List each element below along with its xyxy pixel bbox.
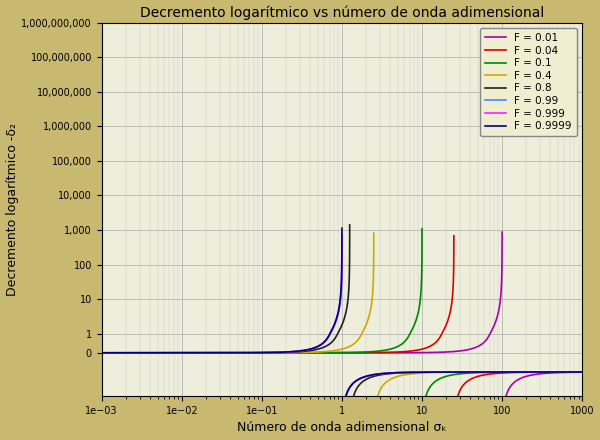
F = 0.8 [98, 350, 105, 356]
F = 0.9999 [98, 350, 105, 356]
F = 0.9999 [99, 350, 106, 356]
F = 0.8 [227, 350, 235, 356]
F = 0.999 [98, 350, 105, 356]
Legend: F = 0.01, F = 0.04, F = 0.1, F = 0.4, F = 0.8, F = 0.99, F = 0.999, F = 0.9999: F = 0.01, F = 0.04, F = 0.1, F = 0.4, F … [480, 28, 577, 136]
F = 0.8 [309, 348, 316, 353]
F = 0.99 [263, 350, 271, 355]
X-axis label: Número de onda adimensional σₖ: Número de onda adimensional σₖ [237, 422, 447, 434]
F = 0.04 [401, 349, 409, 354]
Y-axis label: Decremento logarítmico -δ₂: Decremento logarítmico -δ₂ [5, 123, 19, 296]
F = 0.999 [338, 231, 346, 237]
F = 0.999 [145, 350, 152, 356]
F = 0.04 [133, 350, 140, 356]
F = 0.999 [260, 350, 268, 355]
F = 0.04 [450, 233, 457, 238]
F = 0.1 [204, 350, 211, 356]
Line: F = 0.04: F = 0.04 [101, 236, 454, 353]
Line: F = 0.8: F = 0.8 [101, 225, 350, 353]
F = 0.01 [326, 350, 334, 356]
F = 0.01 [188, 350, 196, 356]
F = 0.1 [116, 350, 123, 356]
F = 0.8 [346, 260, 353, 266]
F = 0.4 [98, 350, 105, 356]
F = 0.01 [273, 350, 280, 356]
F = 0.9999 [215, 350, 223, 356]
F = 0.04 [387, 350, 394, 355]
F = 0.1 [187, 350, 194, 356]
F = 0.9999 [112, 350, 119, 356]
F = 0.1 [128, 350, 136, 356]
Line: F = 0.99: F = 0.99 [101, 235, 342, 353]
F = 0.04 [292, 350, 299, 356]
F = 0.99 [202, 350, 209, 356]
F = 0.4 [166, 350, 173, 356]
F = 0.8 [346, 222, 353, 227]
F = 0.8 [101, 350, 109, 356]
F = 0.1 [185, 350, 192, 356]
F = 0.4 [130, 350, 137, 356]
F = 0.01 [98, 350, 105, 356]
Line: F = 0.4: F = 0.4 [101, 233, 374, 353]
F = 0.04 [105, 350, 112, 356]
F = 0.999 [264, 350, 271, 355]
F = 0.99 [190, 350, 197, 356]
F = 0.99 [316, 343, 323, 348]
F = 0.9999 [108, 350, 115, 356]
F = 0.99 [182, 350, 190, 356]
F = 0.99 [260, 350, 267, 355]
F = 0.1 [418, 226, 425, 231]
F = 0.4 [258, 350, 265, 356]
F = 0.99 [98, 350, 105, 356]
F = 0.9999 [338, 226, 346, 231]
Title: Decremento logarítmico vs número de onda adimensional: Decremento logarítmico vs número de onda… [140, 6, 544, 20]
F = 0.4 [204, 350, 211, 356]
F = 0.01 [172, 350, 179, 356]
Line: F = 0.999: F = 0.999 [101, 234, 342, 353]
F = 0.1 [331, 350, 338, 356]
F = 0.01 [295, 350, 302, 356]
F = 0.4 [370, 231, 377, 236]
Line: F = 0.1: F = 0.1 [101, 229, 422, 353]
F = 0.999 [238, 350, 245, 356]
F = 0.01 [100, 350, 107, 356]
Line: F = 0.9999: F = 0.9999 [101, 228, 342, 353]
F = 0.9999 [326, 333, 333, 338]
Line: F = 0.01: F = 0.01 [101, 232, 502, 353]
F = 0.99 [338, 233, 346, 238]
F = 0.4 [290, 350, 297, 355]
F = 0.01 [499, 229, 506, 235]
F = 0.8 [155, 350, 163, 356]
F = 0.1 [98, 350, 105, 356]
F = 0.8 [200, 350, 208, 356]
F = 0.999 [327, 330, 334, 335]
F = 0.04 [98, 350, 105, 356]
F = 0.04 [168, 350, 175, 356]
F = 0.4 [326, 348, 334, 354]
F = 0.9999 [145, 350, 152, 356]
F = 0.999 [123, 350, 130, 356]
